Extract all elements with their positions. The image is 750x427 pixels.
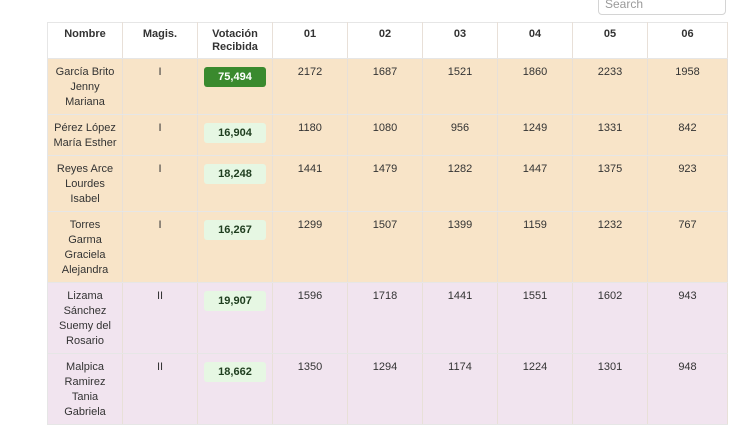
cell-06: 1958 <box>647 58 728 115</box>
vote-badge: 16,267 <box>204 220 266 240</box>
cell-06: 948 <box>647 353 728 425</box>
cell-04: 1249 <box>497 114 573 156</box>
cell-05: 1331 <box>572 114 648 156</box>
cell-02: 1507 <box>347 211 423 283</box>
cell-02: 1294 <box>347 353 423 425</box>
cell-03: 1282 <box>422 155 498 212</box>
cell-05: 1375 <box>572 155 648 212</box>
cell-nombre: Lizama Sánchez Suemy del Rosario <box>47 282 123 354</box>
column-header-05[interactable]: 05 <box>572 22 648 59</box>
cell-05: 1232 <box>572 211 648 283</box>
cell-04: 1159 <box>497 211 573 283</box>
cell-05: 1301 <box>572 353 648 425</box>
cell-05: 2233 <box>572 58 648 115</box>
cell-nombre: Pérez López María Esther <box>47 114 123 156</box>
votes-table: Nombre Magis. Votación Recibida 01 02 03… <box>47 22 728 425</box>
cell-02: 1718 <box>347 282 423 354</box>
cell-nombre: Reyes Arce Lourdes Isabel <box>47 155 123 212</box>
cell-magis: I <box>122 155 198 212</box>
cell-01: 1596 <box>272 282 348 354</box>
cell-01: 1350 <box>272 353 348 425</box>
cell-votacion: 18,248 <box>197 155 273 212</box>
cell-nombre: Malpica Ramirez Tania Gabriela <box>47 353 123 425</box>
cell-votacion: 16,904 <box>197 114 273 156</box>
vote-badge: 18,248 <box>204 164 266 184</box>
cell-03: 1399 <box>422 211 498 283</box>
vote-badge: 18,662 <box>204 362 266 382</box>
cell-02: 1080 <box>347 114 423 156</box>
vote-badge: 75,494 <box>204 67 266 87</box>
cell-nombre: García Brito Jenny Mariana <box>47 58 123 115</box>
cell-04: 1551 <box>497 282 573 354</box>
cell-magis: II <box>122 282 198 354</box>
cell-votacion: 16,267 <box>197 211 273 283</box>
cell-03: 1174 <box>422 353 498 425</box>
table-row: Torres Garma Graciela Alejandra I 16,267… <box>47 211 728 283</box>
cell-votacion: 19,907 <box>197 282 273 354</box>
cell-02: 1479 <box>347 155 423 212</box>
cell-02: 1687 <box>347 58 423 115</box>
cell-votacion: 75,494 <box>197 58 273 115</box>
vote-badge: 16,904 <box>204 123 266 143</box>
search-input[interactable] <box>598 0 726 15</box>
header-row: Nombre Magis. Votación Recibida 01 02 03… <box>47 22 728 59</box>
table-row: Pérez López María Esther I 16,904 1180 1… <box>47 114 728 156</box>
cell-nombre: Torres Garma Graciela Alejandra <box>47 211 123 283</box>
cell-04: 1447 <box>497 155 573 212</box>
column-header-03[interactable]: 03 <box>422 22 498 59</box>
cell-06: 767 <box>647 211 728 283</box>
cell-01: 1441 <box>272 155 348 212</box>
table-row: Malpica Ramirez Tania Gabriela II 18,662… <box>47 353 728 425</box>
cell-01: 1180 <box>272 114 348 156</box>
cell-06: 943 <box>647 282 728 354</box>
cell-04: 1224 <box>497 353 573 425</box>
cell-03: 1441 <box>422 282 498 354</box>
cell-03: 1521 <box>422 58 498 115</box>
cell-magis: I <box>122 114 198 156</box>
column-header-06[interactable]: 06 <box>647 22 728 59</box>
table-row: García Brito Jenny Mariana I 75,494 2172… <box>47 58 728 115</box>
cell-01: 2172 <box>272 58 348 115</box>
cell-magis: I <box>122 211 198 283</box>
cell-05: 1602 <box>572 282 648 354</box>
column-header-04[interactable]: 04 <box>497 22 573 59</box>
cell-magis: I <box>122 58 198 115</box>
cell-06: 842 <box>647 114 728 156</box>
cell-01: 1299 <box>272 211 348 283</box>
column-header-01[interactable]: 01 <box>272 22 348 59</box>
cell-04: 1860 <box>497 58 573 115</box>
table-row: Reyes Arce Lourdes Isabel I 18,248 1441 … <box>47 155 728 212</box>
column-header-02[interactable]: 02 <box>347 22 423 59</box>
cell-03: 956 <box>422 114 498 156</box>
cell-magis: II <box>122 353 198 425</box>
cell-06: 923 <box>647 155 728 212</box>
vote-badge: 19,907 <box>204 291 266 311</box>
column-header-magis[interactable]: Magis. <box>122 22 198 59</box>
column-header-nombre[interactable]: Nombre <box>47 22 123 59</box>
column-header-votacion[interactable]: Votación Recibida <box>197 22 273 59</box>
table-row: Lizama Sánchez Suemy del Rosario II 19,9… <box>47 282 728 354</box>
cell-votacion: 18,662 <box>197 353 273 425</box>
